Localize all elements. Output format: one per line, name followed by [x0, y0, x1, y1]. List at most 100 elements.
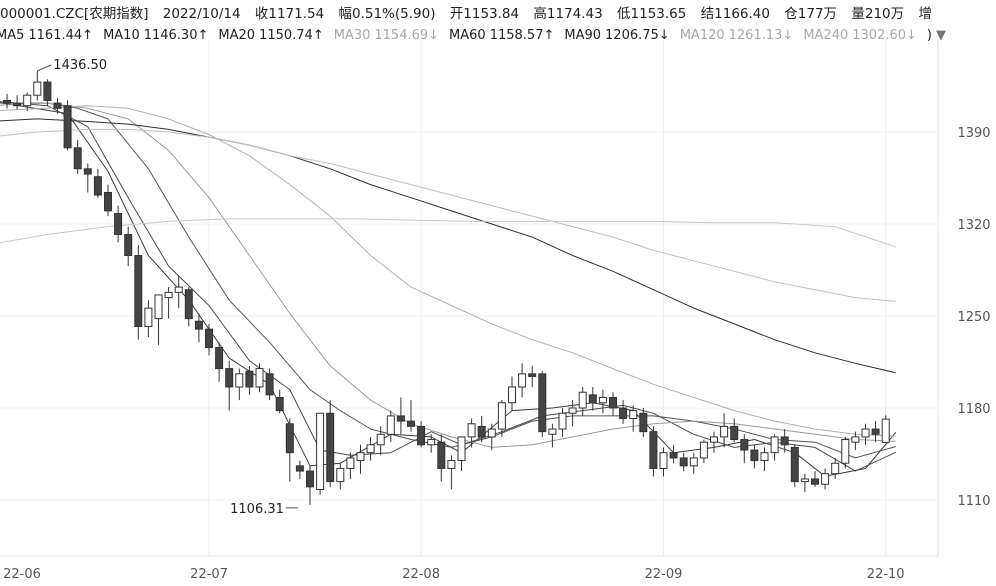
candle-up [255, 368, 264, 388]
candle-up [376, 433, 385, 446]
candle-down [649, 431, 658, 469]
change-value: 0.51%(5.90) [352, 6, 436, 22]
ma-line-ma90 [0, 118, 896, 374]
ma-legend-arrow: ↓ [782, 28, 794, 43]
candle-up [548, 428, 557, 435]
candle-down [609, 396, 617, 409]
candle-down [740, 439, 749, 451]
candle-down [306, 470, 314, 488]
ma-legend-ma20[interactable]: MA20 1150.74↑ [218, 28, 323, 43]
candle-up [770, 436, 779, 454]
ma-line-ma120 [0, 128, 896, 302]
candle-down [326, 412, 335, 483]
candle-up [144, 307, 153, 328]
low-caption: 低 [617, 6, 631, 22]
candle-down [114, 212, 123, 236]
ma-legend-value: 1150.74 [259, 28, 313, 43]
ma-legend-label: MA240 [803, 28, 849, 43]
ma-legend-ma90[interactable]: MA90 1206.75↓ [564, 28, 669, 43]
candle-down [53, 102, 62, 109]
ma-legend-ma5[interactable]: MA5 1161.44↑ [0, 28, 93, 43]
candle-up [386, 415, 395, 435]
candle-up [508, 386, 516, 404]
y-tick-label: 1180 [957, 402, 990, 417]
quote-header: 000001.CZC[农期指数] 2022/10/14 收1171.54 幅0.… [0, 5, 942, 23]
candle-down [43, 81, 52, 101]
ma-legend-ma60[interactable]: MA60 1158.57↑ [449, 28, 554, 43]
y-tick-label: 1390 [957, 126, 990, 141]
ma-legend-ma240[interactable]: MA240 1302.60↓ [803, 28, 917, 43]
candle-down [790, 446, 799, 483]
candle-up [861, 428, 870, 438]
ma-line-ma30 [0, 102, 896, 448]
candle-down [679, 457, 688, 467]
candle-up [598, 396, 607, 404]
candle-down [3, 99, 11, 104]
candle-up [154, 294, 163, 320]
ma-legend-ma10[interactable]: MA10 1146.30↑ [103, 28, 208, 43]
ma-legend-label: MA20 [218, 28, 256, 43]
candle-down [538, 373, 547, 433]
ma-legend-ma30[interactable]: MA30 1154.69↓ [334, 28, 439, 43]
candle-down [205, 328, 213, 349]
annotation-leader [37, 64, 52, 72]
candle-up [720, 425, 729, 438]
ma-legend-label: MA60 [449, 28, 486, 43]
ma-line-ma240 [0, 218, 896, 248]
candle-down [750, 449, 759, 462]
ma-legend-arrow: ↑ [543, 28, 555, 43]
candle-up [366, 444, 375, 454]
ma-legend-label: MA90 [564, 28, 602, 43]
candle-down [396, 415, 405, 422]
candle-down [245, 370, 254, 388]
candle-up [336, 467, 345, 483]
ma-legend-value: 1206.75 [605, 28, 659, 43]
x-tick-label: 22-09 [645, 567, 683, 582]
change-caption: 幅 [338, 6, 353, 22]
candle-down [639, 412, 648, 433]
candle-down [63, 105, 72, 149]
symbol-label[interactable]: 000001.CZC[农期指数] [0, 6, 149, 22]
candle-down [184, 289, 193, 320]
more-fields-label[interactable]: 增 [918, 6, 932, 22]
ma-legend-label: MA30 [333, 28, 371, 43]
candle-up [427, 439, 436, 446]
candle-up [800, 478, 809, 483]
ma-legend-arrow: ↓ [658, 28, 670, 43]
candle-up [447, 460, 456, 469]
candle-up [33, 81, 42, 96]
candle-down [134, 255, 143, 328]
candle-up [235, 373, 244, 388]
candle-up [164, 291, 173, 299]
max-price-label: 1436.50 [53, 58, 107, 73]
ma-legend-value: 1154.69 [374, 28, 429, 43]
open-caption: 开 [449, 6, 464, 22]
volume-value: 210万 [864, 6, 905, 22]
candle-up [457, 436, 466, 462]
close-value: 1171.54 [268, 6, 325, 22]
y-tick-label: 1320 [957, 218, 990, 233]
candle-up [558, 412, 567, 430]
high-field: 高1174.43 [533, 6, 602, 22]
candle-down [295, 465, 304, 472]
candle-up [23, 94, 32, 107]
ma-legend-ma120[interactable]: MA120 1261.13↓ [680, 28, 794, 43]
x-tick-label: 22-10 [867, 567, 905, 582]
candle-up [568, 407, 577, 414]
candle-down [477, 425, 486, 438]
candle-up [578, 391, 587, 409]
candle-up [629, 410, 638, 420]
ma-legend-arrow: ↓ [428, 28, 440, 43]
ma-legend: MA5 1161.44↑ MA10 1146.30↑ MA20 1150.74↑ MA30 1… [0, 27, 956, 45]
open-value: 1153.84 [463, 6, 520, 22]
candle-down [588, 394, 597, 404]
candle-down [730, 425, 739, 441]
candle-up [659, 452, 668, 469]
triangle-down-icon[interactable]: ▼ [936, 28, 946, 43]
candle-down [13, 102, 22, 107]
candle-down [93, 176, 102, 196]
ma-line-ma60 [0, 105, 896, 437]
candle-up [487, 428, 496, 438]
candle-down [811, 478, 819, 485]
